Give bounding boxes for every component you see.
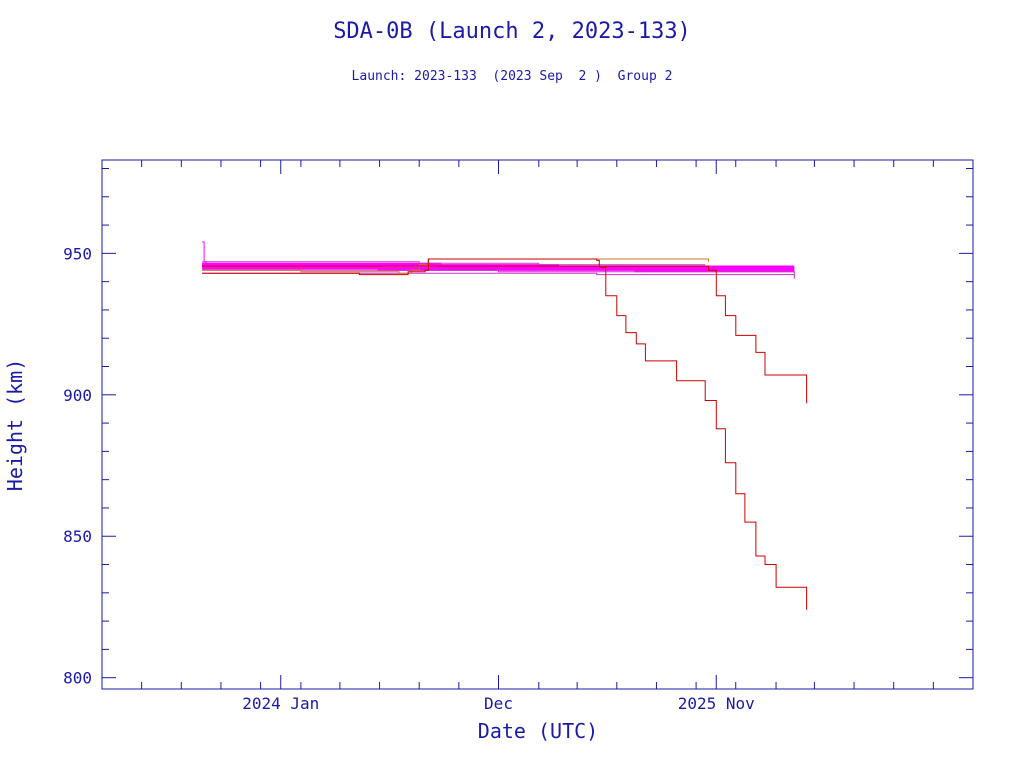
chart-title: SDA-0B (Launch 2, 2023-133) [333,19,691,44]
series-line-3 [202,241,207,265]
y-tick-label: 800 [63,669,92,688]
x-tick-label: Dec [484,694,513,713]
series-line-2 [202,265,795,273]
series-line-9 [599,267,808,610]
x-axis-label: Date (UTC) [478,719,598,743]
y-tick-label: 900 [63,386,92,405]
plot-frame [101,159,974,690]
tick-layer: 800 850 900 950 2024 Jan Dec 2025 Nov [63,160,973,713]
series-layer [202,241,808,610]
series-line-4 [202,261,706,266]
x-tick-label: 2025 Nov [678,694,755,713]
series-line-6 [202,269,795,279]
series-line-10 [202,265,808,404]
y-tick-label: 850 [63,527,92,546]
series-line-8 [202,258,600,276]
y-tick-label: 950 [63,244,92,263]
chart-subtitle: Launch: 2023-133 (2023 Sep 2 ) Group 2 [352,69,673,84]
x-tick-label: 2024 Jan [242,694,319,713]
y-axis-label: Height (km) [3,359,27,491]
